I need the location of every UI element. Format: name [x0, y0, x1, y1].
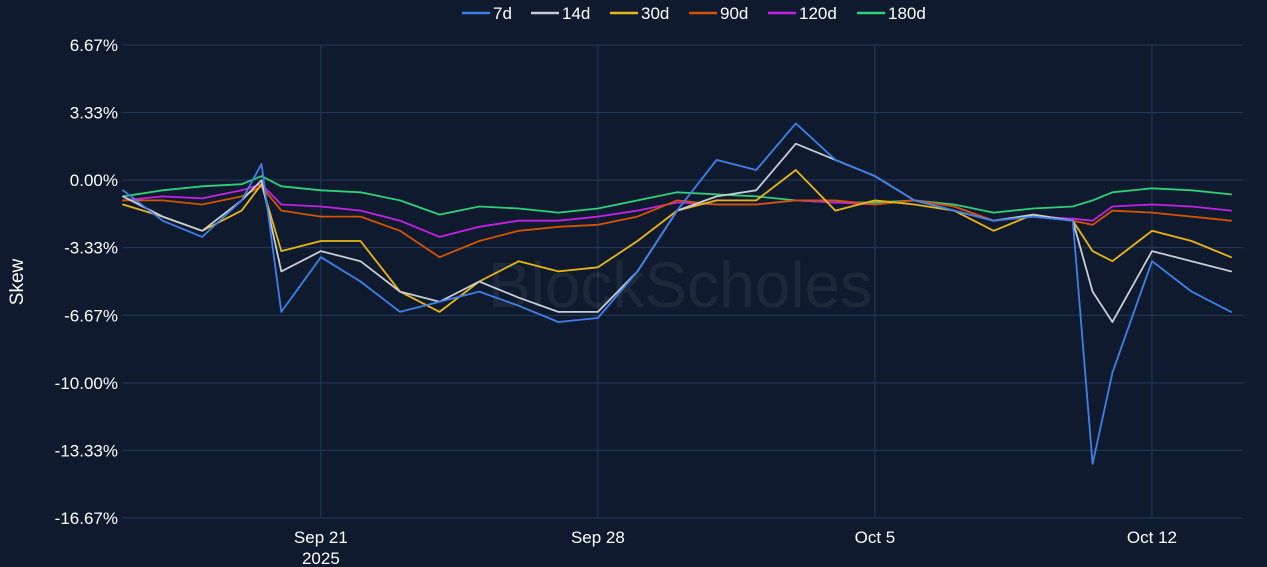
watermark: BlockScholes	[488, 249, 872, 321]
legend-label: 180d	[888, 4, 926, 23]
legend-item-14d: 14d	[531, 4, 590, 23]
series-lines	[122, 122, 1232, 465]
legend-label: 30d	[641, 4, 669, 23]
y-tick-label: 6.67%	[70, 36, 118, 55]
series-line-120d	[122, 183, 1232, 238]
x-tick-label: Sep 21	[294, 528, 348, 547]
legend-item-7d: 7d	[462, 4, 512, 23]
legend-item-180d: 180d	[857, 4, 926, 23]
series-line-180d	[122, 175, 1232, 216]
legend-item-90d: 90d	[689, 4, 748, 23]
series-line-7d	[122, 122, 1232, 465]
y-tick-label: -6.67%	[64, 306, 118, 325]
y-tick-label: -10.00%	[55, 374, 118, 393]
y-tick-label: -16.67%	[55, 509, 118, 528]
x-tick-year-label: 2025	[302, 549, 340, 567]
legend-item-30d: 30d	[610, 4, 669, 23]
x-axis-ticks: Sep 21 2025 Sep 28 Oct 5 Oct 12	[294, 528, 1177, 567]
legend: 7d 14d 30d 90d 120d 180d	[462, 4, 926, 23]
legend-label: 120d	[799, 4, 837, 23]
y-axis-title: Skew	[7, 258, 28, 305]
grid-lines	[123, 44, 1243, 519]
x-tick-label: Sep 28	[571, 528, 625, 547]
series-line-90d	[122, 185, 1232, 259]
legend-label: 7d	[493, 4, 512, 23]
y-tick-label: -3.33%	[64, 239, 118, 258]
legend-label: 14d	[562, 4, 590, 23]
y-tick-label: -13.33%	[55, 441, 118, 460]
y-axis-ticks: 6.67% 3.33% 0.00% -3.33% -6.67% -10.00% -13.33…	[55, 36, 118, 528]
legend-item-120d: 120d	[768, 4, 837, 23]
y-tick-label: 3.33%	[70, 104, 118, 123]
y-tick-label: 0.00%	[70, 171, 118, 190]
legend-label: 90d	[720, 4, 748, 23]
x-tick-label: Oct 12	[1127, 528, 1177, 547]
x-tick-label: Oct 5	[855, 528, 896, 547]
